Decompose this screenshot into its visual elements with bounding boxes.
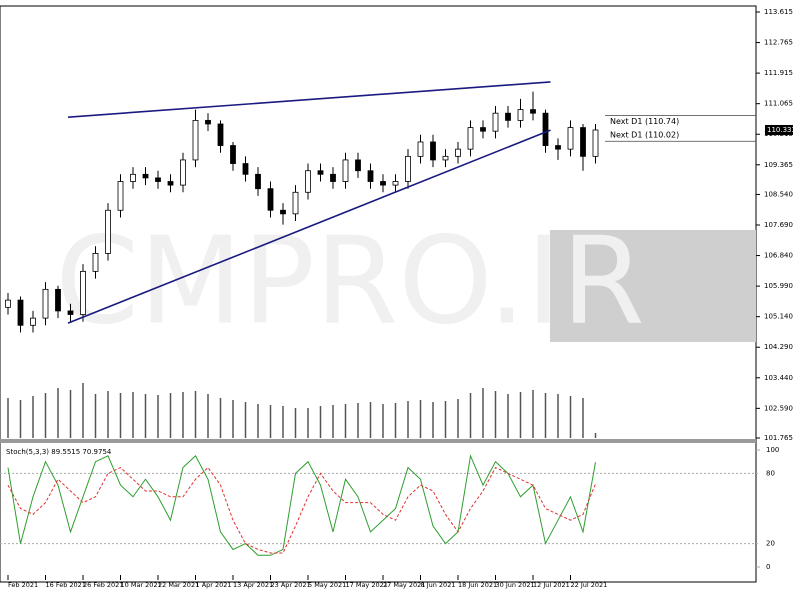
y-tick-label: 106.840 xyxy=(764,252,793,260)
candle-body xyxy=(267,188,274,211)
stoch-line xyxy=(7,454,596,556)
x-tick-label: 18 Jun 2021 xyxy=(458,581,497,589)
candle-body xyxy=(580,127,586,157)
current-price: 110.333 xyxy=(767,126,796,134)
candle-body xyxy=(117,181,124,211)
candle-body xyxy=(405,155,411,182)
y-tick-label: 111.915 xyxy=(764,69,793,77)
candle-body xyxy=(217,123,224,146)
candle-body xyxy=(255,173,261,190)
candle-body xyxy=(142,173,149,179)
candle-body xyxy=(442,155,449,161)
candle-body xyxy=(417,141,424,157)
x-tick-label: 10 Mar 2021 xyxy=(121,581,162,589)
candle-body xyxy=(555,145,561,150)
level-label: Next D1 (110.74) xyxy=(610,117,679,126)
y-tick-label: 113.615 xyxy=(764,8,793,16)
y-tick-label: 105.990 xyxy=(764,282,793,290)
candle-body xyxy=(5,299,11,308)
candle-body xyxy=(155,177,161,182)
candle-body xyxy=(430,141,436,161)
level-label: Next D1 (110.02) xyxy=(610,131,679,140)
x-tick-label: 13 Apr 2021 xyxy=(233,581,273,589)
candle-body xyxy=(592,129,599,157)
candle-body xyxy=(567,127,574,150)
candle-body xyxy=(342,159,349,182)
y-tick-label: 109.365 xyxy=(764,161,793,169)
candle-body xyxy=(105,209,111,254)
candle-body xyxy=(205,119,211,125)
candle-body xyxy=(280,209,286,215)
x-tick-label: 17 May 2021 xyxy=(346,581,388,589)
candle-body xyxy=(80,270,86,315)
y-tick-label: 80 xyxy=(766,469,775,477)
x-tick-label: 26 Feb 2021 xyxy=(83,581,123,589)
candle-body xyxy=(530,109,536,114)
indicator-title: Stoch(5,3,3) 89.5515 70.9754 xyxy=(6,448,112,456)
x-tick-label: 1 Apr 2021 xyxy=(196,581,232,589)
x-tick-label: Feb 2021 xyxy=(8,581,38,589)
y-tick-label: 102.590 xyxy=(764,404,793,412)
y-tick-label: 20 xyxy=(766,540,775,548)
watermark: CMPRO.IR xyxy=(55,213,645,352)
candle-body xyxy=(480,127,486,132)
x-tick-label: 22 Jul 2021 xyxy=(571,581,608,589)
candle-body xyxy=(55,288,61,312)
candle-body xyxy=(230,145,236,164)
trend-line xyxy=(67,81,551,118)
x-tick-label: 8 Jun 2021 xyxy=(421,581,456,589)
y-tick-label: 105.140 xyxy=(764,313,793,321)
candle-body xyxy=(130,173,136,182)
candle-body xyxy=(330,173,336,182)
price-tag xyxy=(765,124,793,135)
candle-body xyxy=(180,159,186,186)
candle-body xyxy=(167,181,174,186)
candle-body xyxy=(455,148,461,157)
x-tick-label: 23 Apr 2021 xyxy=(271,581,311,589)
x-tick-label: 16 Feb 2021 xyxy=(46,581,86,589)
candle-body xyxy=(305,170,311,193)
y-tick-label: 104.290 xyxy=(764,343,793,351)
panel-separator xyxy=(0,439,756,443)
x-tick-label: 30 Jun 2021 xyxy=(496,581,535,589)
candle-body xyxy=(42,288,49,319)
candle-body xyxy=(17,299,24,326)
y-tick-label: 107.690 xyxy=(764,221,793,229)
y-tick-label: 112.765 xyxy=(764,39,793,47)
x-tick-label: 5 May 2021 xyxy=(308,581,346,589)
y-tick-label: 111.065 xyxy=(764,100,793,108)
candle-body xyxy=(542,112,549,146)
candle-body xyxy=(380,181,386,186)
candle-body xyxy=(505,112,511,121)
watermark-box xyxy=(550,230,756,342)
y-tick-label: 0 xyxy=(766,563,770,571)
candle-body xyxy=(492,112,499,132)
candle-body xyxy=(192,119,199,161)
candle-body xyxy=(367,170,374,182)
y-tick-label: 101.765 xyxy=(764,434,793,442)
candle-body xyxy=(317,170,324,175)
candle-body xyxy=(92,252,99,272)
trend-line xyxy=(67,129,551,324)
candle-body xyxy=(30,317,36,326)
candle-body xyxy=(467,127,474,150)
x-tick-label: 27 May 2021 xyxy=(383,581,425,589)
x-tick-label: 22 Mar 2021 xyxy=(158,581,199,589)
y-tick-label: 108.540 xyxy=(764,190,793,198)
x-tick-label: 12 Jul 2021 xyxy=(533,581,570,589)
candle-body xyxy=(67,310,74,315)
candle-body xyxy=(392,181,399,186)
y-tick-label: 103.440 xyxy=(764,374,793,382)
candle-body xyxy=(242,163,249,175)
candle-body xyxy=(517,109,524,121)
candle-body xyxy=(355,159,361,172)
y-tick-label: 100 xyxy=(766,446,779,454)
candle-body xyxy=(292,191,299,215)
